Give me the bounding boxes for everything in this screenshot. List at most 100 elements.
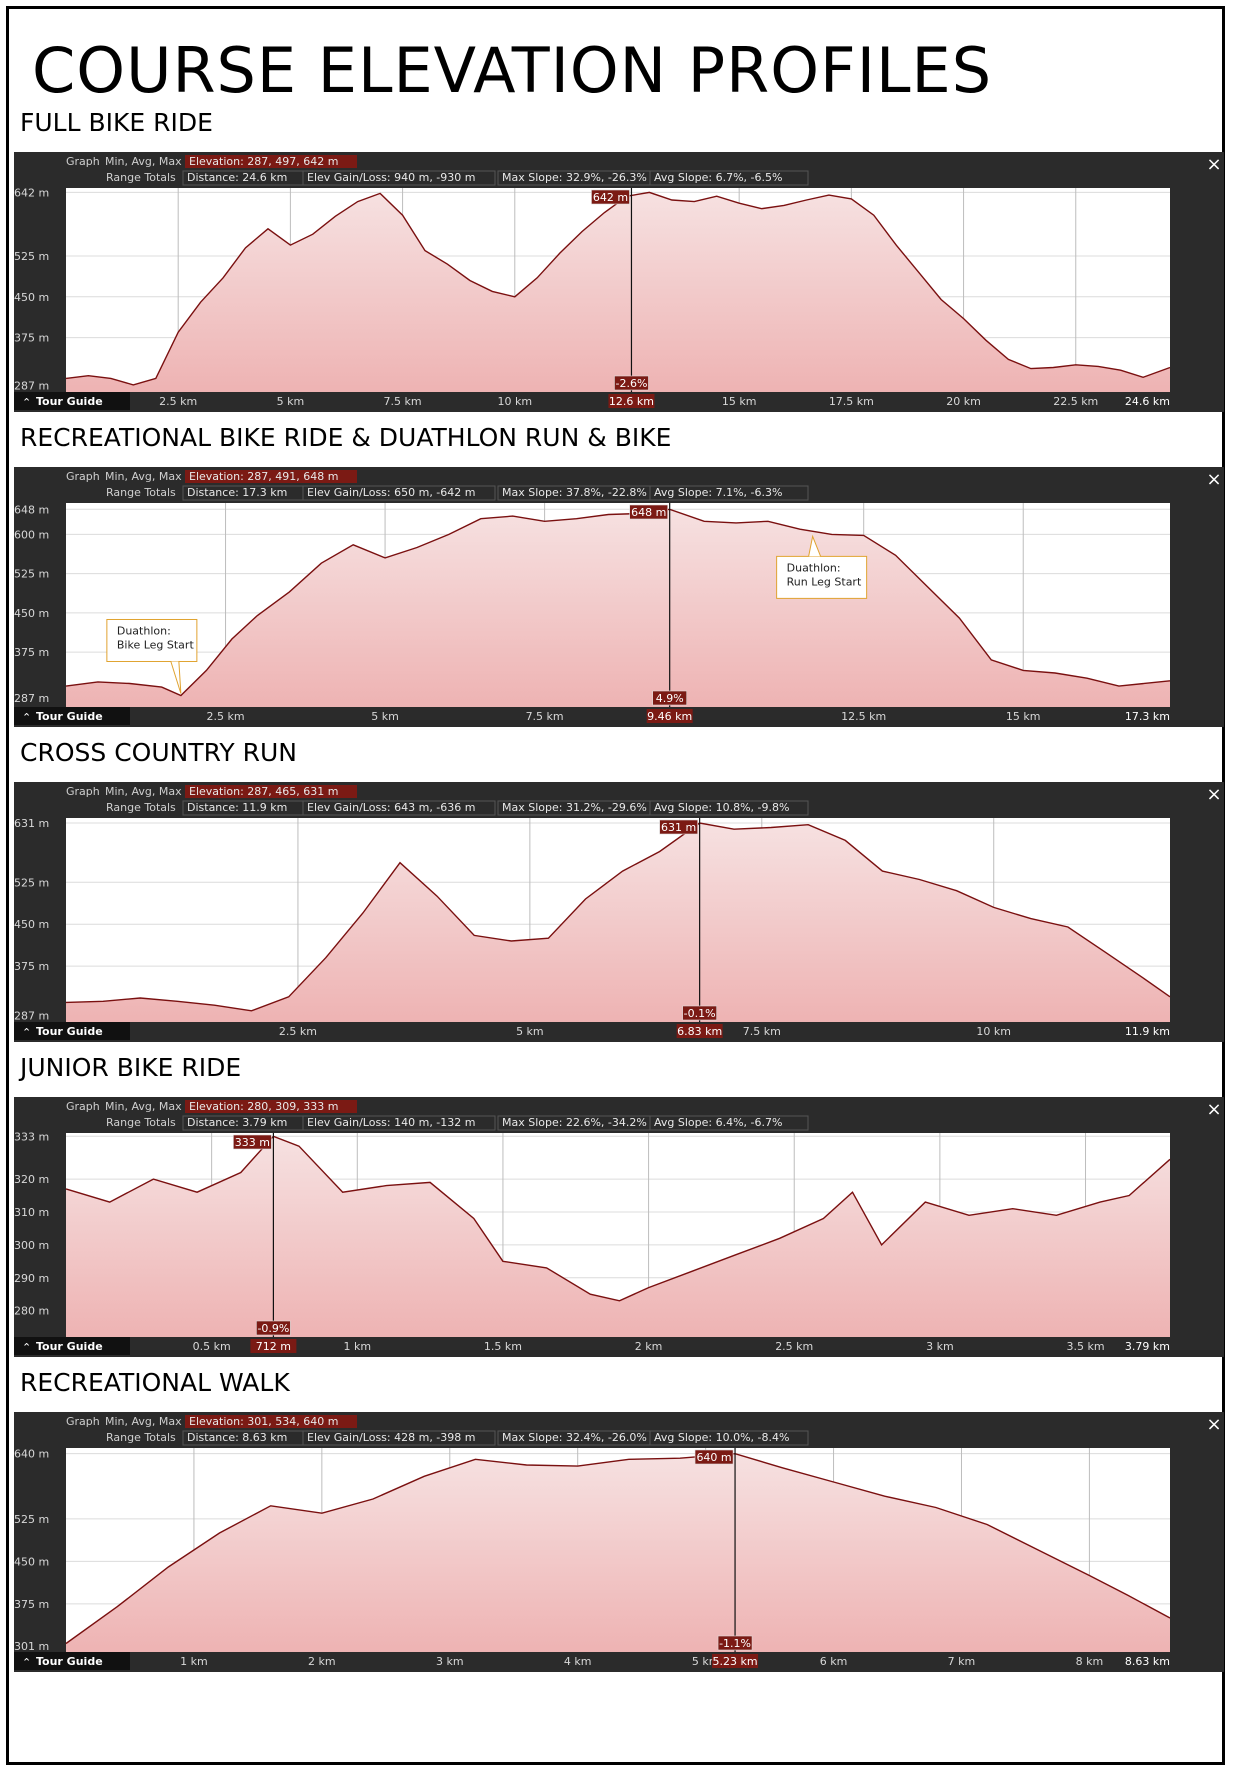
close-icon[interactable]: ×: [1206, 1099, 1221, 1120]
tour-guide-bg: [14, 1022, 130, 1040]
callout-text: Run Leg Start: [787, 575, 862, 588]
x-tick-label: 5 km: [516, 1025, 544, 1038]
elevation-stat: Elevation: 287, 491, 648 m: [189, 470, 338, 483]
elevation-box: [185, 155, 357, 168]
x-axis-band: [14, 1337, 1224, 1357]
elevation-line: [65, 191, 1171, 386]
marker-slope-badge: [614, 375, 649, 391]
marker-slope-badge: [717, 1635, 753, 1651]
avg-slope-stat: Avg Slope: 6.4%, -6.7%: [654, 1116, 782, 1129]
x-tick-label: 2.5 km: [775, 1340, 813, 1353]
gain-loss-stat-box: [302, 170, 496, 186]
elevation-area: [66, 1453, 1170, 1652]
x-tick-label: 5 km: [371, 710, 399, 723]
graph-label: Graph: [66, 1415, 100, 1428]
avg-slope-stat: Avg Slope: 6.7%, -6.5%: [654, 171, 782, 184]
x-axis-band: [14, 1652, 1224, 1672]
tour-guide-button[interactable]: ⌃ Tour Guide: [14, 707, 130, 725]
marker-elev-label: 648 m: [631, 506, 666, 519]
range-totals-label: Range Totals: [106, 171, 176, 184]
distance-stat: Distance: 24.6 km: [187, 171, 287, 184]
tour-guide-button[interactable]: ⌃ Tour Guide: [14, 1022, 130, 1040]
callout-pointer: [808, 534, 822, 557]
max-slope-stat: Max Slope: 32.9%, -26.3%: [502, 171, 647, 184]
close-icon[interactable]: ×: [1206, 784, 1221, 805]
y-tick-label: 280 m: [14, 1305, 49, 1318]
elevation-stat: Elevation: 287, 465, 631 m: [189, 785, 338, 798]
page-title: COURSE ELEVATION PROFILES: [32, 34, 993, 107]
x-tick-label: 0.5 km: [193, 1340, 231, 1353]
y-tick-label: 631 m: [14, 817, 49, 830]
gain-loss-stat-box: [302, 800, 496, 816]
y-tick-label: 450 m: [14, 607, 49, 620]
y-tick-label: 375 m: [14, 332, 49, 345]
close-icon[interactable]: ×: [1206, 469, 1221, 490]
graph-label: Graph: [66, 155, 100, 168]
marker-elev-label: 333 m: [235, 1136, 270, 1149]
graph-mode: Min, Avg, Max: [105, 155, 182, 168]
y-tick-label: 450 m: [14, 291, 49, 304]
tour-guide-label: Tour Guide: [36, 1655, 103, 1668]
y-tick-label: 375 m: [14, 1598, 49, 1611]
callout: Duathlon:Bike Leg Start: [106, 618, 198, 694]
gain-loss-stat: Elev Gain/Loss: 650 m, -642 m: [307, 486, 476, 499]
marker-x-badge: [250, 1339, 297, 1353]
elevation-panel: Graph Min, Avg, Max Elevation: 287, 465, 6…: [14, 782, 1224, 1042]
x-tick-label: 2.5 km: [159, 395, 197, 408]
marker-elev-label: 642 m: [593, 191, 628, 204]
graph-mode: Min, Avg, Max: [105, 1100, 182, 1113]
x-tick-label: 2 km: [308, 1655, 336, 1668]
x-tick-label: 10 km: [497, 395, 532, 408]
tour-guide-button[interactable]: ⌃ Tour Guide: [14, 392, 130, 410]
graph-mode: Min, Avg, Max: [105, 470, 182, 483]
callout-pointer: [170, 661, 182, 694]
gain-loss-stat: Elev Gain/Loss: 140 m, -132 m: [307, 1116, 476, 1129]
marker-x-badge: [676, 1024, 723, 1038]
chevron-up-icon: ⌃: [22, 1026, 31, 1039]
callout-box: [776, 555, 868, 599]
tour-guide-label: Tour Guide: [36, 395, 103, 408]
marker-x-label: 9.46 km: [647, 710, 692, 723]
x-tick-label: 2 km: [635, 1340, 663, 1353]
marker-slope-label: -0.1%: [684, 1007, 716, 1020]
x-tick-label: 3.5 km: [1066, 1340, 1104, 1353]
x-tick-label: 2.5 km: [206, 710, 244, 723]
gain-loss-stat: Elev Gain/Loss: 940 m, -930 m: [307, 171, 476, 184]
marker-x-badge: [646, 709, 693, 723]
close-icon[interactable]: ×: [1206, 1414, 1221, 1435]
x-tick-label: 8 km: [1076, 1655, 1104, 1668]
elevation-panel: Graph Min, Avg, Max Elevation: 287, 491, 6…: [14, 467, 1224, 727]
marker-x-label: 6.83 km: [677, 1025, 722, 1038]
elevation-chart: Graph Min, Avg, Max Elevation: 287, 497, 6…: [14, 152, 1224, 412]
y-tick-label: 648 m: [14, 503, 49, 516]
x-end-label: 8.63 km: [1125, 1655, 1170, 1668]
section-title: RECREATIONAL WALK: [20, 1368, 290, 1397]
max-slope-stat: Max Slope: 31.2%, -29.6%: [502, 801, 647, 814]
tour-guide-bg: [14, 707, 130, 725]
distance-stat: Distance: 8.63 km: [187, 1431, 287, 1444]
max-slope-stat: Max Slope: 37.8%, -22.8%: [502, 486, 647, 499]
elevation-line: [65, 1452, 1171, 1645]
graph-mode: Min, Avg, Max: [105, 785, 182, 798]
tour-guide-button[interactable]: ⌃ Tour Guide: [14, 1337, 130, 1355]
max-slope-stat: Max Slope: 22.6%, -34.2%: [502, 1116, 647, 1129]
y-tick-label: 320 m: [14, 1173, 49, 1186]
tour-guide-button[interactable]: ⌃ Tour Guide: [14, 1652, 130, 1670]
elevation-box: [185, 1415, 357, 1428]
y-tick-label: 525 m: [14, 1513, 49, 1526]
x-tick-label: 7.5 km: [743, 1025, 781, 1038]
chevron-up-icon: ⌃: [22, 1341, 31, 1354]
elevation-line: [65, 508, 1171, 697]
close-icon[interactable]: ×: [1206, 154, 1221, 175]
chevron-up-icon: ⌃: [22, 711, 31, 724]
elevation-area: [66, 1136, 1170, 1337]
elevation-chart: Graph Min, Avg, Max Elevation: 301, 534, 6…: [14, 1412, 1224, 1672]
distance-stat: Distance: 11.9 km: [187, 801, 287, 814]
elevation-area: [66, 509, 1170, 707]
x-tick-label: 1.5 km: [484, 1340, 522, 1353]
section-title: CROSS COUNTRY RUN: [20, 738, 297, 767]
marker-elev-badge: [233, 1134, 272, 1150]
marker-slope-label: -2.6%: [616, 377, 648, 390]
tour-guide-bg: [14, 1337, 130, 1355]
y-tick-label: 333 m: [14, 1130, 49, 1143]
